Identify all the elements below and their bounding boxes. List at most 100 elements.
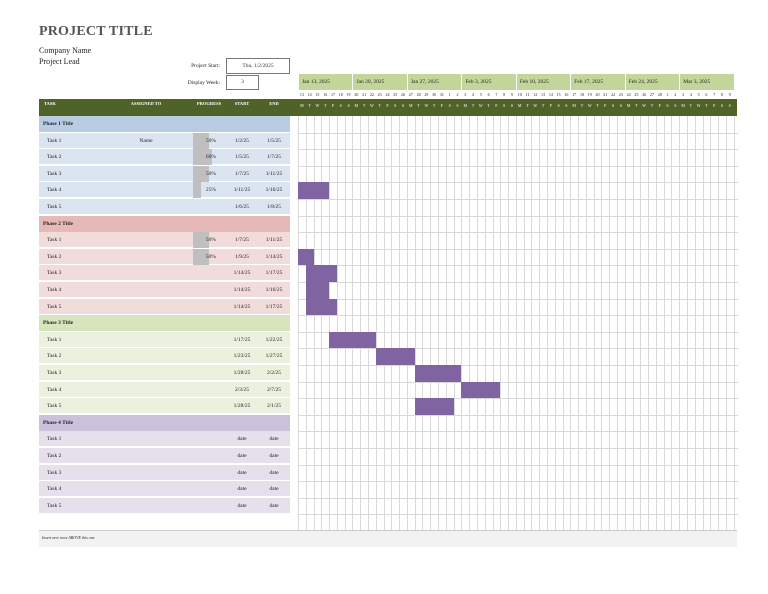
- display-week-input[interactable]: 3: [226, 75, 259, 90]
- task-name: Task 1: [47, 137, 62, 144]
- task-row[interactable]: [39, 199, 290, 215]
- task-end: 1/11/25: [265, 170, 283, 177]
- week-header: Jan 27, 2025: [406, 74, 462, 90]
- day-letter: F: [658, 103, 661, 108]
- task-start: 1/14/25: [233, 303, 251, 310]
- gantt-gridline: [624, 116, 626, 530]
- progress-bar: [193, 132, 209, 149]
- day-number: 1: [448, 92, 451, 97]
- day-number: 6: [705, 92, 708, 97]
- task-end: date: [269, 469, 279, 476]
- task-progress: 50%: [205, 253, 216, 260]
- task-row[interactable]: [39, 282, 290, 298]
- task-end: date: [269, 486, 279, 493]
- day-number: 17: [572, 92, 577, 97]
- task-row[interactable]: [39, 182, 290, 199]
- progress-bar: [193, 232, 209, 249]
- col-end-header: END: [269, 101, 279, 106]
- task-start: 1/7/25: [234, 237, 250, 244]
- task-row[interactable]: [39, 365, 290, 381]
- gantt-bar: [298, 182, 330, 199]
- day-letter: S: [394, 103, 397, 108]
- task-assigned: Name: [139, 137, 153, 144]
- day-letter: M: [517, 103, 522, 108]
- gantt-gridline: [523, 116, 525, 530]
- gantt-gridline: [718, 116, 720, 530]
- day-letter: W: [424, 103, 429, 108]
- day-letter: S: [728, 103, 731, 108]
- gantt-gridline: [710, 116, 712, 530]
- task-row[interactable]: [39, 149, 290, 166]
- gantt-gridline: [733, 116, 735, 530]
- day-number: 19: [587, 92, 592, 97]
- task-row[interactable]: [39, 398, 290, 415]
- task-row[interactable]: [39, 431, 290, 448]
- gantt-gridline: [352, 116, 354, 530]
- task-row[interactable]: [39, 165, 290, 182]
- day-letter: T: [705, 103, 708, 108]
- task-end: 1/22/25: [265, 336, 283, 343]
- task-row[interactable]: [39, 298, 290, 315]
- task-end: 1/11/25: [265, 237, 283, 244]
- task-end: 1/17/25: [265, 270, 283, 277]
- gantt-row-line: [298, 265, 738, 267]
- col-progress-header: PROGRESS: [196, 101, 222, 106]
- task-row[interactable]: [39, 497, 290, 514]
- gantt-row-line: [298, 381, 738, 383]
- task-row[interactable]: [39, 232, 290, 249]
- day-number: 4: [689, 92, 692, 97]
- day-number: 3: [464, 92, 467, 97]
- task-row[interactable]: [39, 448, 290, 464]
- day-letter: T: [362, 103, 366, 108]
- day-number: 8: [720, 92, 723, 97]
- day-letter: M: [572, 103, 576, 108]
- col-assigned-header: ASSIGNED TO: [130, 101, 162, 106]
- day-number: 15: [315, 92, 320, 97]
- task-row[interactable]: [39, 331, 290, 348]
- task-progress: 50%: [205, 137, 216, 144]
- day-letter: M: [409, 103, 413, 108]
- gantt-row-line: [298, 497, 738, 499]
- day-number: 22: [611, 92, 616, 97]
- day-letter: S: [565, 103, 568, 108]
- day-number: 11: [525, 92, 530, 97]
- day-number: 23: [618, 92, 623, 97]
- gantt-gridline: [616, 116, 618, 530]
- day-number: 3: [682, 92, 685, 97]
- day-letter: F: [604, 103, 607, 108]
- gantt-gridline: [313, 116, 315, 530]
- day-letter: S: [557, 103, 560, 108]
- day-number: 20: [354, 92, 359, 97]
- task-name: Task 3: [47, 469, 62, 476]
- task-row[interactable]: [39, 381, 290, 398]
- task-name: Task 5: [47, 303, 62, 310]
- day-number: 14: [307, 92, 312, 97]
- day-letter: S: [674, 103, 677, 108]
- task-name: Task 2: [47, 353, 62, 360]
- gantt-gridline: [632, 116, 634, 530]
- project-start-input[interactable]: Thu, 1/2/2025: [226, 58, 290, 74]
- gantt-gridline: [687, 116, 688, 530]
- gantt-bar: [414, 398, 454, 415]
- task-row[interactable]: [39, 464, 290, 481]
- task-row[interactable]: [39, 265, 290, 282]
- gantt-row-line: [298, 182, 738, 184]
- gantt-row-line: [298, 282, 738, 283]
- gantt-bar: [461, 381, 501, 399]
- gantt-gridline: [508, 116, 510, 530]
- day-letter: M: [463, 103, 468, 108]
- task-row[interactable]: [39, 248, 290, 265]
- task-row[interactable]: [39, 132, 290, 149]
- gantt-gridline: [562, 116, 564, 530]
- gantt-gridline: [609, 116, 611, 530]
- day-letter: S: [619, 103, 622, 108]
- day-number: 6: [487, 92, 490, 97]
- gantt-gridline: [469, 116, 471, 530]
- day-number: 10: [517, 92, 522, 97]
- day-number: 30: [432, 92, 437, 97]
- task-end: date: [269, 502, 279, 509]
- day-number: 18: [338, 92, 343, 97]
- task-row[interactable]: [39, 348, 290, 365]
- day-number: 12: [533, 92, 538, 97]
- task-row[interactable]: [39, 481, 290, 498]
